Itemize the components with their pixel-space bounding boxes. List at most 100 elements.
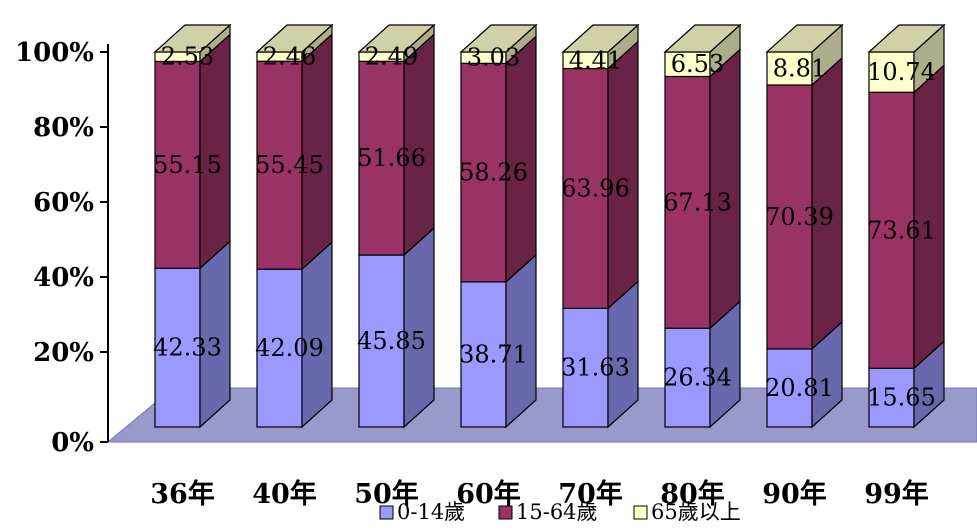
bar-front	[562, 307, 609, 428]
bar-stack	[255, 23, 334, 429]
bar-stack	[663, 23, 742, 429]
bar-segment	[562, 40, 639, 310]
data-label: 26.34	[663, 364, 732, 392]
bar-stack	[153, 23, 232, 429]
category-label: 50年	[354, 478, 419, 510]
category-label: 80年	[660, 478, 725, 510]
data-label: 10.74	[867, 58, 936, 86]
data-label: 70.39	[765, 203, 834, 231]
data-label: 63.96	[561, 174, 630, 202]
category-label: 40年	[252, 478, 317, 510]
bar-segment	[867, 23, 946, 94]
legend-label: 15-64歲	[516, 500, 598, 524]
bar-stack	[867, 23, 946, 429]
bar-segment	[562, 280, 639, 429]
bar-top	[459, 24, 538, 53]
legend-item: 65歲以上	[633, 500, 741, 524]
data-label: 2.53	[161, 43, 214, 71]
bar-segment	[664, 48, 741, 330]
bar-stack	[357, 23, 436, 429]
data-label: 2.46	[263, 43, 316, 71]
category-label: 60年	[456, 478, 521, 510]
bar-front	[256, 60, 303, 270]
data-label: 31.63	[561, 354, 630, 382]
bar-segment	[255, 23, 334, 63]
floor-plane	[106, 387, 977, 443]
legend-label: 65歲以上	[651, 500, 741, 524]
bar-segment	[766, 320, 843, 429]
y-tick-label: 20%	[33, 338, 94, 368]
bar-segment	[561, 23, 640, 70]
bar-top	[357, 24, 436, 53]
legend-item: 0-14歲	[379, 500, 465, 524]
bar-front	[358, 254, 405, 428]
bar-stack	[765, 23, 844, 429]
data-label: 42.33	[153, 334, 222, 362]
data-label: 15.65	[867, 384, 936, 412]
data-label: 4.41	[569, 46, 622, 74]
bar-front	[664, 75, 711, 329]
bar-stack	[459, 23, 538, 429]
bar-top	[765, 24, 844, 53]
legend-item: 15-64歲	[498, 500, 598, 524]
data-label: 42.09	[255, 334, 324, 362]
bar-segment	[765, 23, 844, 87]
bar-segment	[153, 23, 232, 63]
bar-front	[664, 51, 711, 78]
bar-front	[154, 267, 201, 428]
bar-top	[153, 24, 232, 53]
bar-front	[766, 51, 813, 86]
bar-top	[561, 24, 640, 53]
data-labels: 42.33 55.15 2.53 42.09 55.45 2.46 45.85 51.66 2.…	[153, 43, 936, 412]
bar-front	[460, 281, 507, 428]
category-label: 36年	[150, 478, 215, 510]
bar-segment	[663, 23, 742, 78]
bar-front	[868, 91, 915, 369]
bar-front	[868, 367, 915, 428]
y-tick-label: 100%	[15, 38, 94, 68]
bar-segment	[154, 33, 231, 270]
legend: 0-14歲 15-64歲 65歲以上	[379, 500, 741, 524]
bar-segment	[460, 253, 537, 429]
y-tick-label: 80%	[33, 113, 94, 143]
bar-segment	[256, 32, 333, 271]
bar-top	[867, 24, 946, 53]
bar-segment	[357, 23, 436, 63]
value-axis: 0% 20% 40% 60% 80% 100%	[15, 38, 109, 458]
bar-segment	[154, 239, 231, 429]
y-tick-label: 60%	[33, 188, 94, 218]
data-label: 51.66	[357, 144, 426, 172]
bar-front	[766, 84, 813, 350]
category-label: 90年	[762, 478, 827, 510]
bar-top	[663, 24, 742, 53]
data-label: 45.85	[357, 327, 426, 355]
data-label: 38.71	[459, 340, 528, 368]
bar-stack	[561, 23, 640, 429]
chart-floor	[106, 387, 977, 443]
bar-segment	[358, 226, 435, 429]
category-axis: 36年 40年 50年 60年 70年 80年 90年 99年	[150, 478, 929, 510]
legend-swatch	[379, 505, 394, 520]
legend-swatch	[498, 505, 513, 520]
bar-segment	[868, 339, 945, 429]
category-label: 99年	[864, 478, 929, 510]
data-label: 3.03	[467, 44, 520, 72]
bars	[153, 23, 946, 429]
bar-segment	[868, 63, 945, 370]
data-label: 6.53	[671, 50, 724, 78]
data-label: 55.15	[153, 151, 222, 179]
data-label: 8.81	[773, 54, 826, 82]
data-label: 58.26	[459, 159, 528, 187]
bar-front	[358, 60, 405, 256]
y-tick-label: 0%	[51, 428, 94, 458]
bar-segment	[459, 23, 538, 65]
bar-front	[664, 327, 711, 428]
data-label: 67.13	[663, 188, 732, 216]
data-label: 73.61	[867, 216, 936, 244]
bar-segment	[256, 240, 333, 429]
bar-top	[255, 24, 334, 53]
bar-front	[562, 67, 609, 309]
legend-label: 0-14歲	[397, 500, 465, 524]
data-label: 55.45	[255, 151, 324, 179]
